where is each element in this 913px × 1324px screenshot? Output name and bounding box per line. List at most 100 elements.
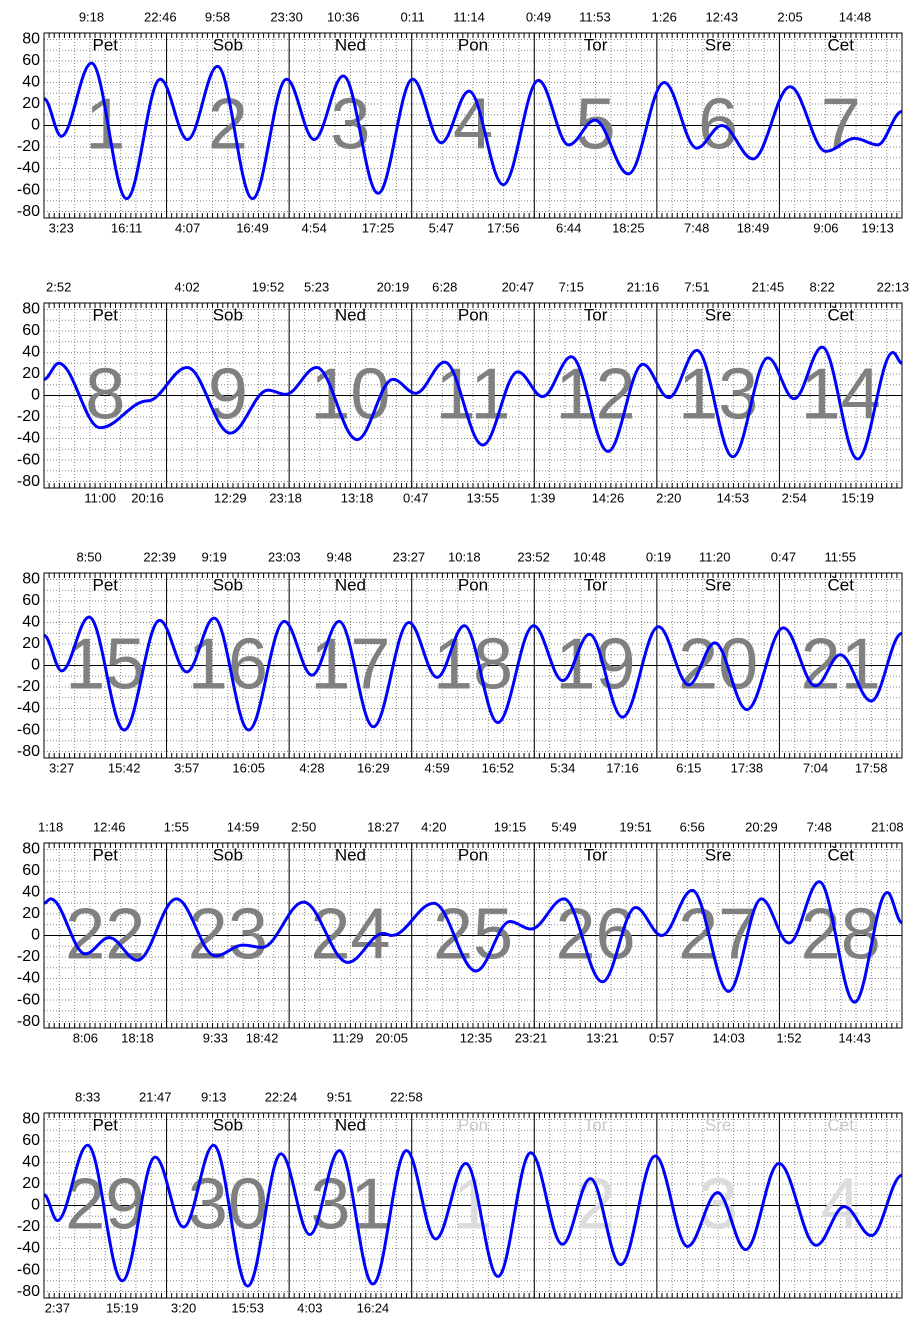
- low-tide-time: 13:21: [586, 1030, 619, 1045]
- low-tide-time: 0:47: [403, 490, 428, 505]
- day-name: Tor: [584, 305, 608, 324]
- high-tide-time: 2:52: [46, 279, 71, 294]
- day-number: 17: [310, 625, 390, 705]
- tide-curve: [43, 615, 903, 732]
- day-name: Sre: [705, 1115, 731, 1134]
- y-tick-label: 60: [22, 52, 40, 69]
- y-tick-label: 80: [22, 301, 40, 318]
- high-tide-time: 8:33: [75, 1089, 100, 1104]
- high-tide-time: 0:47: [771, 549, 796, 564]
- day-name: Pet: [93, 305, 119, 324]
- y-tick-label: -60: [17, 991, 40, 1008]
- low-tide-time: 6:44: [556, 220, 581, 235]
- high-tide-time: 1:55: [164, 819, 189, 834]
- day-name: Sre: [705, 845, 731, 864]
- day-number: 25: [433, 895, 513, 975]
- day-name: Pon: [458, 1115, 488, 1134]
- day-name: Ned: [335, 845, 366, 864]
- low-tide-time: 17:38: [731, 760, 764, 775]
- high-tide-time: 2:50: [291, 819, 316, 834]
- plot-frame: [43, 32, 903, 219]
- day-name: Pet: [93, 575, 119, 594]
- high-tide-time: 22:13: [877, 279, 910, 294]
- high-tide-time: 22:46: [144, 9, 177, 24]
- y-tick-label: 80: [22, 571, 40, 588]
- high-tide-time: 7:51: [684, 279, 709, 294]
- low-tide-time: 14:43: [838, 1030, 871, 1045]
- day-name: Ned: [335, 305, 366, 324]
- day-name: Čet: [827, 575, 854, 594]
- low-tide-time: 19:13: [861, 220, 894, 235]
- day-number: 6: [698, 85, 738, 165]
- tide-curve: [43, 345, 903, 461]
- high-tide-time: 5:23: [304, 279, 329, 294]
- day-number: 29: [65, 1165, 145, 1245]
- y-tick-label: -80: [17, 743, 40, 760]
- day-name: Čet: [827, 35, 854, 54]
- low-tide-time: 4:07: [175, 220, 200, 235]
- day-number: 10: [310, 355, 390, 435]
- day-number: 3: [698, 1165, 738, 1245]
- y-tick-label: -80: [17, 1283, 40, 1300]
- low-tide-time: 20:05: [375, 1030, 408, 1045]
- low-tide-time: 16:29: [357, 760, 390, 775]
- low-tide-time: 11:29: [332, 1030, 364, 1045]
- low-tide-time: 15:19: [106, 1300, 139, 1315]
- day-number: 5: [576, 85, 616, 165]
- low-tide-time: 5:47: [429, 220, 454, 235]
- high-tide-time: 22:39: [143, 549, 176, 564]
- high-tide-time: 11:55: [825, 549, 857, 564]
- low-tide-time: 4:59: [424, 760, 449, 775]
- day-name: Pon: [458, 575, 488, 594]
- high-tide-time: 4:02: [174, 279, 199, 294]
- y-tick-label: 40: [22, 344, 40, 361]
- day-name: Sre: [705, 305, 731, 324]
- high-tide-time: 4:20: [421, 819, 446, 834]
- y-tick-label: 60: [22, 322, 40, 339]
- y-tick-label: 0: [31, 117, 40, 134]
- low-tide-time: 9:33: [203, 1030, 228, 1045]
- high-tide-time: 5:49: [551, 819, 576, 834]
- high-tide-time: 14:59: [227, 819, 260, 834]
- plot-frame: [43, 302, 903, 489]
- y-tick-label: 40: [22, 884, 40, 901]
- low-tide-time: 0:57: [649, 1030, 674, 1045]
- y-tick-label: -40: [17, 700, 40, 717]
- low-tide-time: 2:37: [45, 1300, 70, 1315]
- y-tick-label: 20: [22, 95, 40, 112]
- y-tick-label: -60: [17, 451, 40, 468]
- low-tide-time: 17:16: [606, 760, 639, 775]
- day-name: Sob: [213, 575, 243, 594]
- low-tide-time: 17:56: [487, 220, 520, 235]
- y-tick-label: -60: [17, 1261, 40, 1278]
- low-tide-time: 3:57: [174, 760, 199, 775]
- low-tide-time: 13:55: [467, 490, 500, 505]
- day-name: Pon: [458, 35, 488, 54]
- low-tide-time: 20:16: [131, 490, 164, 505]
- low-tide-time: 17:58: [855, 760, 888, 775]
- low-tide-time: 18:42: [246, 1030, 279, 1045]
- low-tide-time: 13:18: [341, 490, 374, 505]
- y-tick-label: 60: [22, 592, 40, 609]
- day-number: 21: [801, 625, 881, 705]
- y-tick-label: 20: [22, 635, 40, 652]
- high-tide-time: 9:48: [327, 549, 352, 564]
- low-tide-time: 14:53: [717, 490, 750, 505]
- high-tide-time: 21:47: [139, 1089, 172, 1104]
- low-tide-time: 16:11: [111, 220, 143, 235]
- high-tide-time: 22:24: [265, 1089, 298, 1104]
- day-name: Sre: [705, 575, 731, 594]
- day-name: Čet: [827, 305, 854, 324]
- high-tide-time: 20:47: [502, 279, 535, 294]
- tide-curve: [43, 1143, 903, 1288]
- high-tide-time: 11:20: [699, 549, 731, 564]
- day-name: Pet: [93, 35, 119, 54]
- low-tide-time: 15:42: [108, 760, 141, 775]
- y-tick-label: -20: [17, 138, 40, 155]
- low-tide-time: 14:03: [712, 1030, 745, 1045]
- y-tick-label: 20: [22, 1175, 40, 1192]
- high-tide-time: 10:18: [448, 549, 481, 564]
- y-tick-label: -40: [17, 160, 40, 177]
